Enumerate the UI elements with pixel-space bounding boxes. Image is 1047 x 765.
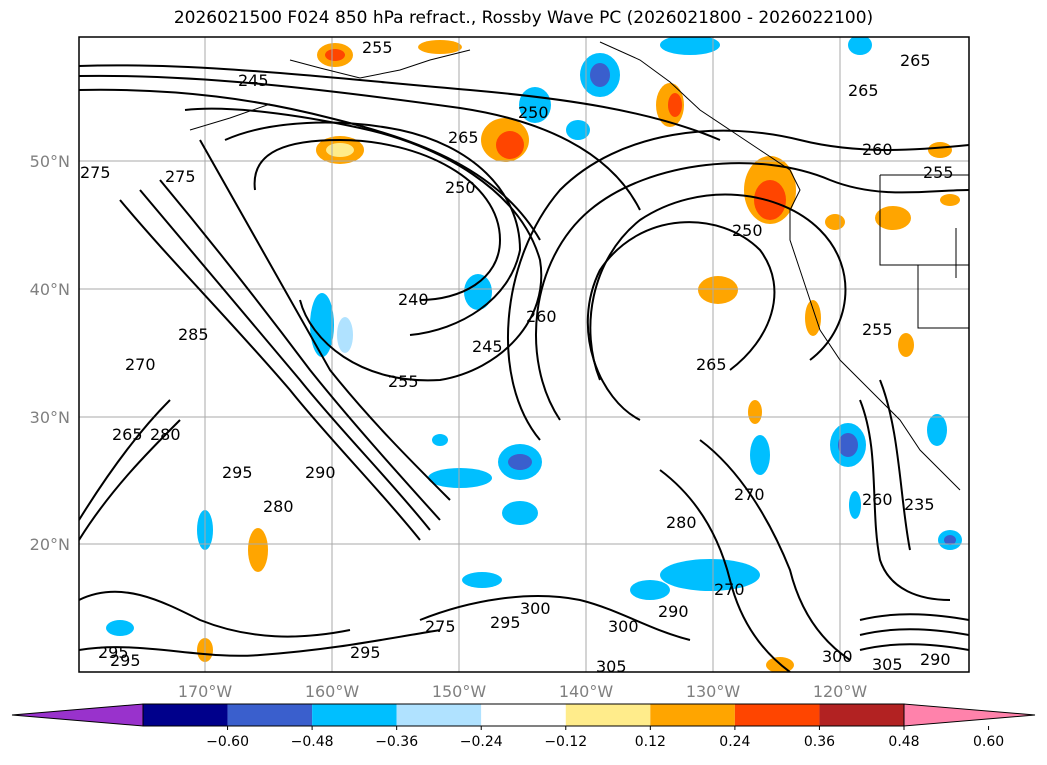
colorbar-segment [903, 703, 1036, 727]
refractivity-contours [79, 64, 969, 672]
colorbar-tick-label: −0.60 [206, 734, 249, 750]
colorbar-segment [11, 703, 144, 727]
colorbar-segment [481, 704, 566, 726]
contour-label: 240 [398, 290, 429, 309]
lat-tick-label: 30°N [30, 408, 70, 427]
contour-label: 295 [490, 613, 521, 632]
lon-tick-label: 140°W [559, 682, 614, 701]
gridlines [79, 37, 969, 672]
lon-tick-label: 130°W [686, 682, 741, 701]
contour-label: 255 [923, 163, 954, 182]
contour-label: 305 [596, 657, 627, 676]
contour-label: 280 [150, 425, 181, 444]
colorbar-segment [734, 704, 820, 726]
contour-labels: 255 265 250 265 245 275 250 275 265 260 … [80, 38, 954, 676]
lon-tick-label: 150°W [432, 682, 487, 701]
contour-label: 250 [732, 221, 763, 240]
contour-label: 245 [472, 337, 503, 356]
contour-label: 295 [110, 651, 141, 670]
colorbar-segment [819, 704, 904, 726]
contour-label: 300 [608, 617, 639, 636]
colorbar-segment [227, 704, 313, 726]
colorbar-tick-label: 0.48 [888, 734, 919, 750]
contour-label: 260 [862, 490, 893, 509]
colorbar-segment [565, 704, 651, 726]
contour-label: 295 [222, 463, 253, 482]
contour-label: 255 [862, 320, 893, 339]
lat-tick-label: 50°N [30, 152, 70, 171]
contour-label: 270 [714, 580, 745, 599]
contour-label: 265 [848, 81, 879, 100]
contour-label: 295 [98, 643, 129, 662]
colorbar-segment [312, 704, 397, 726]
chart-title: 2026021500 F024 850 hPa refract., Rossby… [173, 8, 874, 28]
contour-label: 260 [526, 307, 557, 326]
colorbar-segment [396, 704, 482, 726]
lat-tick-label: 20°N [30, 535, 70, 554]
contour-label: 290 [305, 463, 336, 482]
colorbar-outline [142, 703, 905, 727]
contour-label: 255 [388, 372, 419, 391]
contour-label: 280 [263, 497, 294, 516]
lon-tick-label: 120°W [813, 682, 868, 701]
contour-label: 250 [518, 103, 549, 122]
contour-label: 285 [178, 325, 209, 344]
contour-label: 270 [125, 355, 156, 374]
contour-label: 265 [448, 128, 479, 147]
contour-label: 235 [904, 495, 935, 514]
colorbar-tick-label: −0.12 [544, 734, 587, 750]
colorbar-segment [650, 704, 735, 726]
contour-label: 270 [734, 485, 765, 504]
lon-tick-label: 160°W [305, 682, 360, 701]
lon-axis: 170°W 160°W 150°W 140°W 130°W 120°W [178, 682, 868, 701]
colorbar-tick-label: 0.12 [635, 734, 666, 750]
contour-label: 275 [165, 167, 196, 186]
contour-label: 300 [520, 599, 551, 618]
colorbar-tick-label: 0.24 [719, 734, 750, 750]
contour-label: 265 [696, 355, 727, 374]
colorbar-tick-label: 0.36 [804, 734, 835, 750]
colorbar-segment [143, 704, 228, 726]
contour-label: 250 [445, 178, 476, 197]
lat-axis: 50°N 40°N 30°N 20°N [30, 152, 70, 554]
contour-label: 260 [862, 140, 893, 159]
contour-label: 275 [80, 163, 111, 182]
contour-label: 290 [920, 650, 951, 669]
plot-border [78, 36, 970, 673]
colorbar-tick-label: −0.36 [375, 734, 418, 750]
colorbar-tick-label: −0.48 [291, 734, 334, 750]
contour-label: 280 [666, 513, 697, 532]
coastlines [189, 41, 969, 491]
contour-label: 265 [112, 425, 143, 444]
contour-label: 275 [425, 617, 456, 636]
contour-label: 255 [362, 38, 393, 57]
contour-label: 245 [238, 71, 269, 90]
colorbar-tick-label: 0.60 [973, 734, 1004, 750]
contour-label: 265 [900, 51, 931, 70]
shaded-anomalies [106, 37, 962, 672]
contour-label: 300 [822, 647, 853, 666]
colorbar: −0.60 −0.48 −0.36 −0.24 −0.12 0.12 0.24 0.36 0.4… [11, 703, 1036, 750]
lon-tick-label: 170°W [178, 682, 233, 701]
contour-label: 290 [658, 602, 689, 621]
colorbar-tick-label: −0.24 [460, 734, 503, 750]
contour-label: 295 [350, 643, 381, 662]
lat-tick-label: 40°N [30, 280, 70, 299]
contour-label: 305 [872, 655, 903, 674]
